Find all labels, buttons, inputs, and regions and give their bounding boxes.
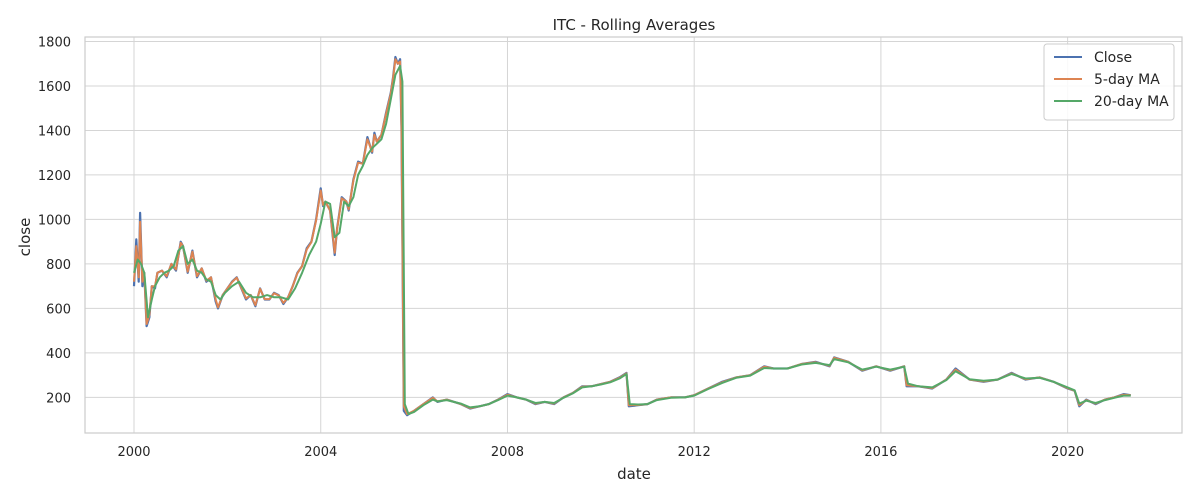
x-axis-label: date	[617, 465, 651, 483]
x-axis-ticks: 2000 2004 2008 2012 2016 2020	[117, 445, 1084, 460]
y-tick-label: 800	[46, 258, 71, 273]
y-tick-label: 1800	[38, 35, 71, 50]
y-tick-label: 400	[46, 347, 71, 362]
x-tick-label: 2004	[304, 445, 337, 460]
series-line-20-day-ma	[133, 64, 1131, 416]
plot-area-frame	[84, 36, 1183, 434]
y-axis-ticks: 200 400 600 800 1000 1200 1400 1600 1800	[38, 35, 71, 406]
legend-label-close: Close	[1094, 50, 1132, 66]
x-tick-label: 2020	[1051, 445, 1084, 460]
y-tick-label: 1600	[38, 80, 71, 95]
legend: Close 5-day MA 20-day MA	[1043, 43, 1175, 121]
series-line-5-day-ma	[133, 58, 1131, 416]
series-lines	[132, 55, 1131, 417]
y-tick-label: 1000	[38, 213, 71, 228]
y-tick-label: 1200	[38, 169, 71, 184]
chart-title: ITC - Rolling Averages	[553, 16, 716, 34]
legend-label-5-day-ma: 5-day MA	[1094, 72, 1160, 88]
x-tick-label: 2000	[117, 445, 150, 460]
y-axis-label: close	[16, 218, 34, 257]
y-tick-label: 200	[46, 391, 71, 406]
y-tick-label: 600	[46, 302, 71, 317]
grid-lines	[85, 37, 1182, 433]
legend-label-20-day-ma: 20-day MA	[1094, 94, 1169, 110]
series-line-close	[132, 55, 1131, 417]
x-tick-label: 2016	[864, 445, 897, 460]
y-tick-label: 1400	[38, 124, 71, 139]
x-tick-label: 2012	[678, 445, 711, 460]
x-tick-label: 2008	[491, 445, 524, 460]
